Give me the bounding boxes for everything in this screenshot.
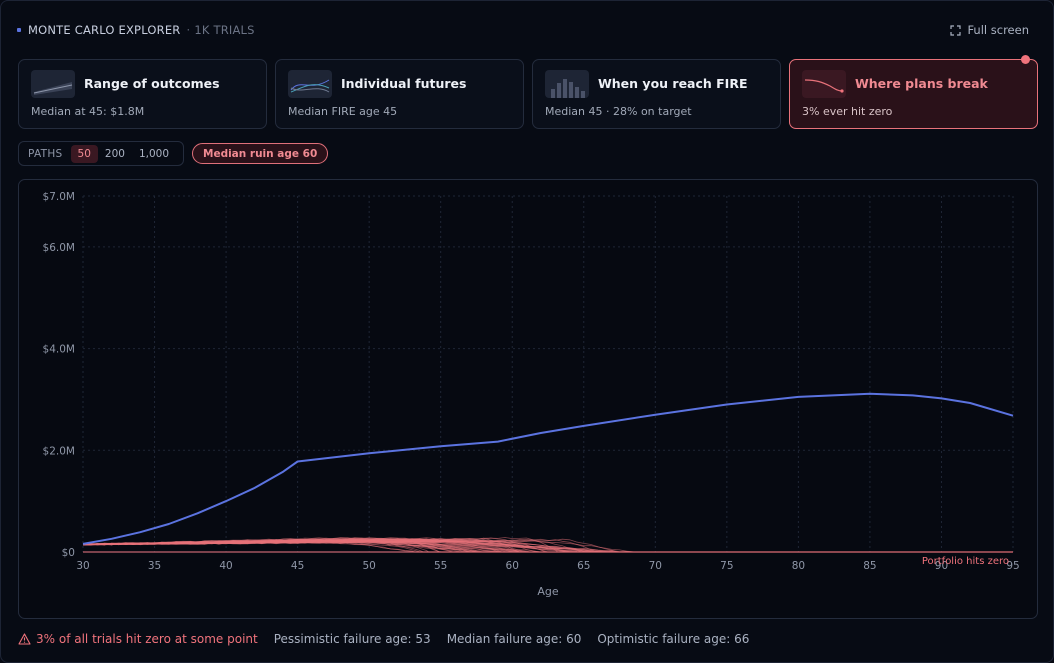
card-title: Individual futures — [341, 76, 467, 91]
card-where-plans-break[interactable]: Where plans break 3% ever hit zero — [789, 55, 1038, 129]
x-tick-label: 55 — [434, 560, 447, 572]
median-series-line — [82, 392, 1014, 545]
histogram-thumbnail-icon — [545, 70, 589, 98]
active-indicator-dot — [1021, 55, 1030, 64]
median-ruin-badge: Median ruin age 60 — [192, 143, 329, 164]
paths-option-50[interactable]: 50 — [70, 144, 98, 163]
range-thumbnail-icon — [31, 70, 75, 98]
y-tick-label: $4.0M — [43, 344, 75, 356]
failure-path — [82, 539, 1013, 553]
optimistic-failure-age: Optimistic failure age: 66 — [597, 632, 750, 646]
chart-panel: $0 $2.0M $4.0M $6.0M $7.0M 30 35 40 45 50 55 60 65 70… — [18, 179, 1038, 619]
footer-stats: 3% of all trials hit zero at some point … — [18, 630, 749, 648]
warning-icon — [18, 633, 31, 645]
x-tick-label: 30 — [76, 560, 89, 572]
y-tick-label: $6.0M — [43, 242, 75, 254]
x-tick-label: 80 — [792, 560, 805, 572]
card-range-of-outcomes[interactable]: Range of outcomes Median at 45: $1.8M — [18, 59, 267, 129]
x-tick-label: 50 — [362, 560, 375, 572]
brand-dot-icon — [17, 28, 21, 32]
fullscreen-button[interactable]: Full screen — [950, 23, 1029, 37]
paths-option-1000[interactable]: 1,000 — [138, 147, 169, 160]
card-when-you-reach-fire[interactable]: When you reach FIRE Median 45 · 28% on t… — [532, 59, 781, 129]
x-tick-label: 90 — [935, 560, 948, 572]
warning-text: 3% of all trials hit zero at some point — [36, 632, 258, 646]
pessimistic-failure-age: Pessimistic failure age: 53 — [273, 632, 431, 646]
paths-selector: PATHS 50 200 1,000 — [18, 141, 184, 166]
trials-count: 1K TRIALS — [194, 23, 255, 37]
decline-thumbnail-icon — [802, 70, 846, 98]
x-axis-label: Age — [537, 585, 559, 598]
fullscreen-label: Full screen — [967, 23, 1029, 37]
x-tick-label: 70 — [649, 560, 662, 572]
failure-chart: $0 $2.0M $4.0M $6.0M $7.0M 30 35 40 45 50 55 60 65 70… — [43, 191, 1020, 598]
paths-label: PATHS — [28, 147, 63, 160]
y-tick-label: $7.0M — [43, 191, 75, 203]
fullscreen-icon — [950, 24, 962, 36]
x-tick-label: 95 — [1006, 560, 1019, 572]
x-tick-label: 40 — [219, 560, 232, 572]
x-tick-label: 35 — [148, 560, 161, 572]
title-separator: · — [186, 23, 191, 37]
x-tick-label: 85 — [863, 560, 876, 572]
card-subtitle: Median 45 · 28% on target — [545, 105, 692, 118]
top-bar: MONTE CARLO EXPLORER · 1K TRIALS Full sc… — [17, 23, 1029, 41]
card-individual-futures[interactable]: Individual futures Median FIRE age 45 — [275, 59, 524, 129]
card-subtitle: 3% ever hit zero — [802, 105, 893, 118]
card-title: Where plans break — [855, 76, 988, 91]
brand: MONTE CARLO EXPLORER · 1K TRIALS — [17, 23, 255, 37]
view-cards: Range of outcomes Median at 45: $1.8M In… — [18, 55, 1038, 129]
y-tick-label: $2.0M — [43, 445, 75, 457]
x-tick-label: 60 — [506, 560, 519, 572]
paths-thumbnail-icon — [288, 70, 332, 98]
x-tick-label: 75 — [720, 560, 733, 572]
median-failure-age: Median failure age: 60 — [446, 632, 582, 646]
zero-line-label: Portfolio hits zero — [922, 556, 1009, 567]
warning: 3% of all trials hit zero at some point — [18, 632, 258, 646]
app-title: MONTE CARLO EXPLORER — [28, 23, 181, 37]
card-subtitle: Median at 45: $1.8M — [31, 105, 145, 118]
card-title: Range of outcomes — [84, 76, 220, 91]
card-title: When you reach FIRE — [598, 76, 748, 91]
card-subtitle: Median FIRE age 45 — [288, 105, 398, 118]
x-tick-label: 45 — [291, 560, 304, 572]
x-tick-label: 65 — [577, 560, 590, 572]
paths-option-200[interactable]: 200 — [104, 147, 125, 160]
y-tick-label: $0 — [62, 547, 75, 559]
